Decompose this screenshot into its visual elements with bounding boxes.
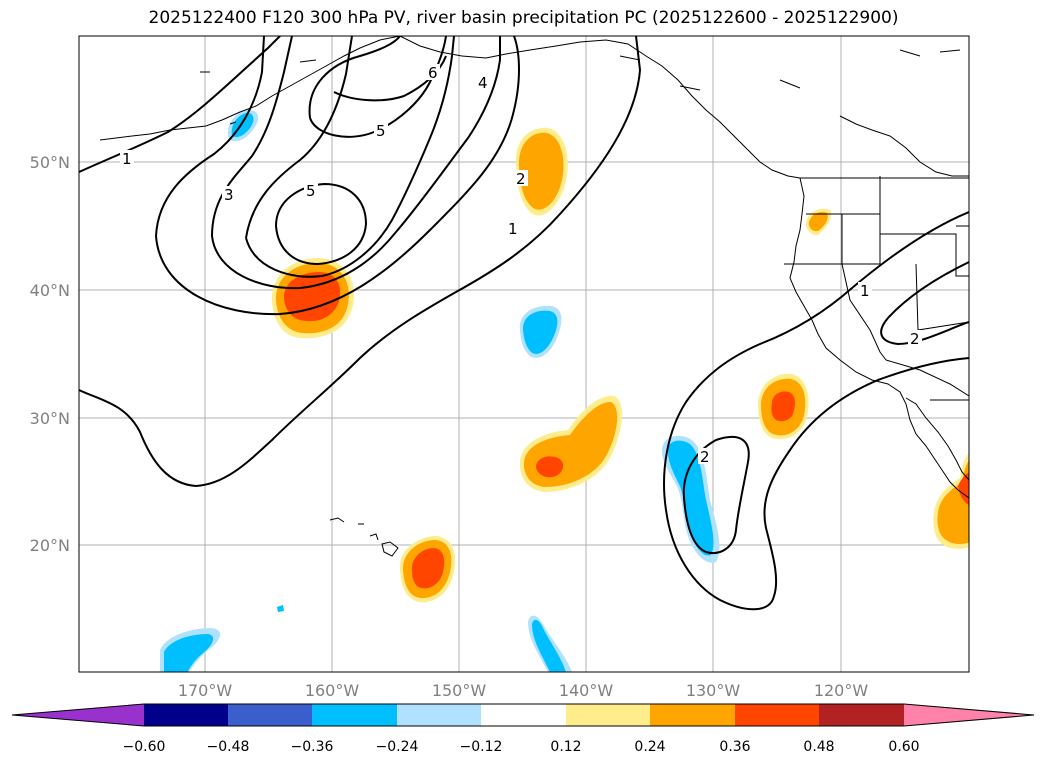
pv-contour-1-west [79, 36, 281, 173]
contour-label-5a: 5 [376, 122, 386, 140]
contour-labels: 1 3 5 5 6 4 2 1 2 1 2 [120, 64, 922, 466]
lon-label-130w: 130°W [686, 681, 741, 700]
pv-contour-east-1 [880, 261, 969, 346]
pv-contour-east-outer [663, 211, 969, 611]
lat-label-30: 30°N [30, 409, 70, 428]
lat-label-40: 40°N [30, 281, 70, 300]
longitude-labels: 170°W 160°W 150°W 140°W 130°W 120°W [178, 681, 869, 700]
map-area [79, 36, 969, 672]
precip-blob-hawaii [399, 536, 456, 603]
pv-contour-3b [155, 36, 520, 316]
contour-label-1b: 1 [508, 220, 518, 238]
lon-label-140w: 140°W [559, 681, 614, 700]
contour-label-2b: 2 [700, 448, 710, 466]
pv-contour-5 [245, 36, 353, 239]
precip-blob-subtropical [519, 395, 623, 492]
colorbar-segment [566, 704, 650, 726]
colorbar-tick-label: 0.24 [634, 739, 665, 755]
colorbar-tick-label: 0.12 [550, 739, 581, 755]
contour-label-3: 3 [224, 186, 234, 204]
colorbar-tick-label: −0.60 [123, 739, 166, 755]
precip-blob-neg-mid [519, 305, 562, 359]
precip-blob-east [758, 373, 809, 440]
colorbar-tick-label: −0.48 [207, 739, 250, 755]
colorbar-extend-max [904, 704, 1034, 726]
colorbar-segment [144, 704, 228, 726]
pv-contour-outer [79, 36, 642, 488]
contour-label-2c: 2 [910, 330, 920, 348]
contour-label-1: 1 [122, 150, 132, 168]
colorbar-tick-label: −0.36 [291, 739, 334, 755]
pv-contour-3 [155, 36, 265, 237]
colorbar-segment [397, 704, 481, 726]
lat-label-50: 50°N [30, 153, 70, 172]
lon-label-150w: 150°W [432, 681, 487, 700]
colorbar-segment [228, 704, 312, 726]
pv-contour-6 [308, 36, 401, 119]
precip-blob-north-pacific [515, 127, 568, 216]
colorbar-ticks: −0.60 −0.48 −0.36 −0.24 −0.12 0.12 0.24 … [123, 739, 920, 755]
pv-contours [79, 36, 969, 611]
colorbar: −0.60 −0.48 −0.36 −0.24 −0.12 0.12 0.24 … [11, 703, 1035, 755]
pv-contour-4 [211, 36, 293, 237]
colorbar-tick-label: −0.24 [376, 739, 419, 755]
pv-contour-4b [211, 36, 501, 290]
colorbar-tick-label: 0.36 [719, 739, 750, 755]
precip-blob-mexico [933, 453, 969, 549]
colorbar-tick-label: −0.12 [460, 739, 503, 755]
contour-label-1c: 1 [860, 282, 870, 300]
colorbar-tick-label: 0.60 [888, 739, 919, 755]
colorbar-tick-label: 0.48 [803, 739, 834, 755]
contour-label-6: 6 [428, 64, 438, 82]
colorbar-segments [11, 703, 1035, 727]
pv-contour-5-inner [274, 182, 368, 266]
pv-contour-6b [309, 36, 447, 138]
colorbar-extend-min [12, 704, 144, 726]
pv-contour-5b [245, 36, 455, 278]
precip-blob-neg-east [662, 435, 720, 563]
lon-label-160w: 160°W [305, 681, 360, 700]
pv-contour-east-inner [682, 435, 750, 554]
colorbar-outline [11, 703, 1035, 727]
lat-label-20: 20°N [30, 536, 70, 555]
colorbar-segment [481, 704, 566, 726]
map-frame [78, 35, 970, 673]
latitude-labels: 50°N 40°N 30°N 20°N [30, 153, 70, 555]
colorbar-segment [650, 704, 735, 726]
precip-blob-oregon [805, 208, 832, 236]
lon-label-170w: 170°W [178, 681, 233, 700]
contour-label-4: 4 [478, 74, 488, 92]
colorbar-segment [312, 704, 397, 726]
coastlines [99, 36, 969, 557]
plot-title: 2025122400 F120 300 hPa PV, river basin … [148, 8, 899, 28]
colorbar-segment [735, 704, 819, 726]
precip-blob-southwest [160, 605, 572, 672]
lon-label-120w: 120°W [814, 681, 869, 700]
colorbar-segment [819, 704, 904, 726]
contour-label-5b: 5 [306, 182, 316, 200]
contour-label-2a: 2 [516, 170, 526, 188]
